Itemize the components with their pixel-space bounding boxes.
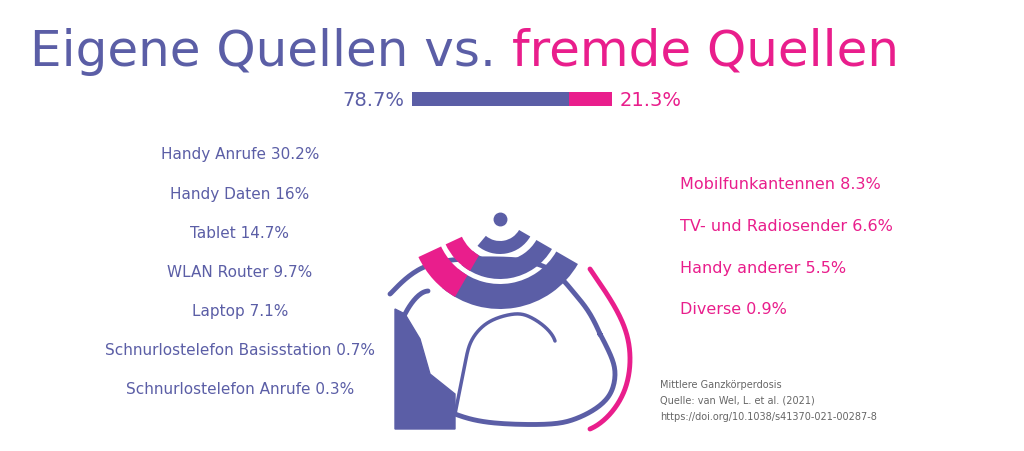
Text: WLAN Router 9.7%: WLAN Router 9.7% bbox=[167, 264, 312, 279]
Text: Tablet 14.7%: Tablet 14.7% bbox=[190, 226, 290, 240]
Text: Handy Anrufe 30.2%: Handy Anrufe 30.2% bbox=[161, 147, 319, 162]
Text: Mittlere Ganzkörperdosis: Mittlere Ganzkörperdosis bbox=[660, 379, 781, 389]
Text: Diverse 0.9%: Diverse 0.9% bbox=[680, 302, 786, 317]
Text: Handy Daten 16%: Handy Daten 16% bbox=[170, 186, 309, 201]
Text: https://doi.org/10.1038/s41370-021-00287-8: https://doi.org/10.1038/s41370-021-00287… bbox=[660, 411, 877, 421]
Bar bbox=[569, 93, 612, 107]
Text: Quelle: van Wel, L. et al. (2021): Quelle: van Wel, L. et al. (2021) bbox=[660, 395, 815, 405]
Wedge shape bbox=[477, 230, 530, 254]
Text: 21.3%: 21.3% bbox=[620, 90, 682, 109]
Text: 78.7%: 78.7% bbox=[342, 90, 404, 109]
Text: fremde Quellen: fremde Quellen bbox=[512, 28, 899, 76]
Text: Schnurlostelefon Anrufe 0.3%: Schnurlostelefon Anrufe 0.3% bbox=[126, 382, 354, 396]
Text: Laptop 7.1%: Laptop 7.1% bbox=[191, 304, 288, 318]
Text: Mobilfunkantennen 8.3%: Mobilfunkantennen 8.3% bbox=[680, 177, 881, 192]
Text: TV- und Radiosender 6.6%: TV- und Radiosender 6.6% bbox=[680, 219, 893, 234]
Bar bbox=[412, 93, 569, 107]
Wedge shape bbox=[445, 237, 479, 272]
Wedge shape bbox=[462, 240, 552, 279]
Text: Eigene Quellen vs.: Eigene Quellen vs. bbox=[31, 28, 512, 76]
Text: Handy anderer 5.5%: Handy anderer 5.5% bbox=[680, 260, 846, 275]
Text: Schnurlostelefon Basisstation 0.7%: Schnurlostelefon Basisstation 0.7% bbox=[105, 343, 375, 358]
Polygon shape bbox=[395, 309, 455, 429]
Wedge shape bbox=[442, 252, 578, 309]
Wedge shape bbox=[419, 247, 468, 297]
